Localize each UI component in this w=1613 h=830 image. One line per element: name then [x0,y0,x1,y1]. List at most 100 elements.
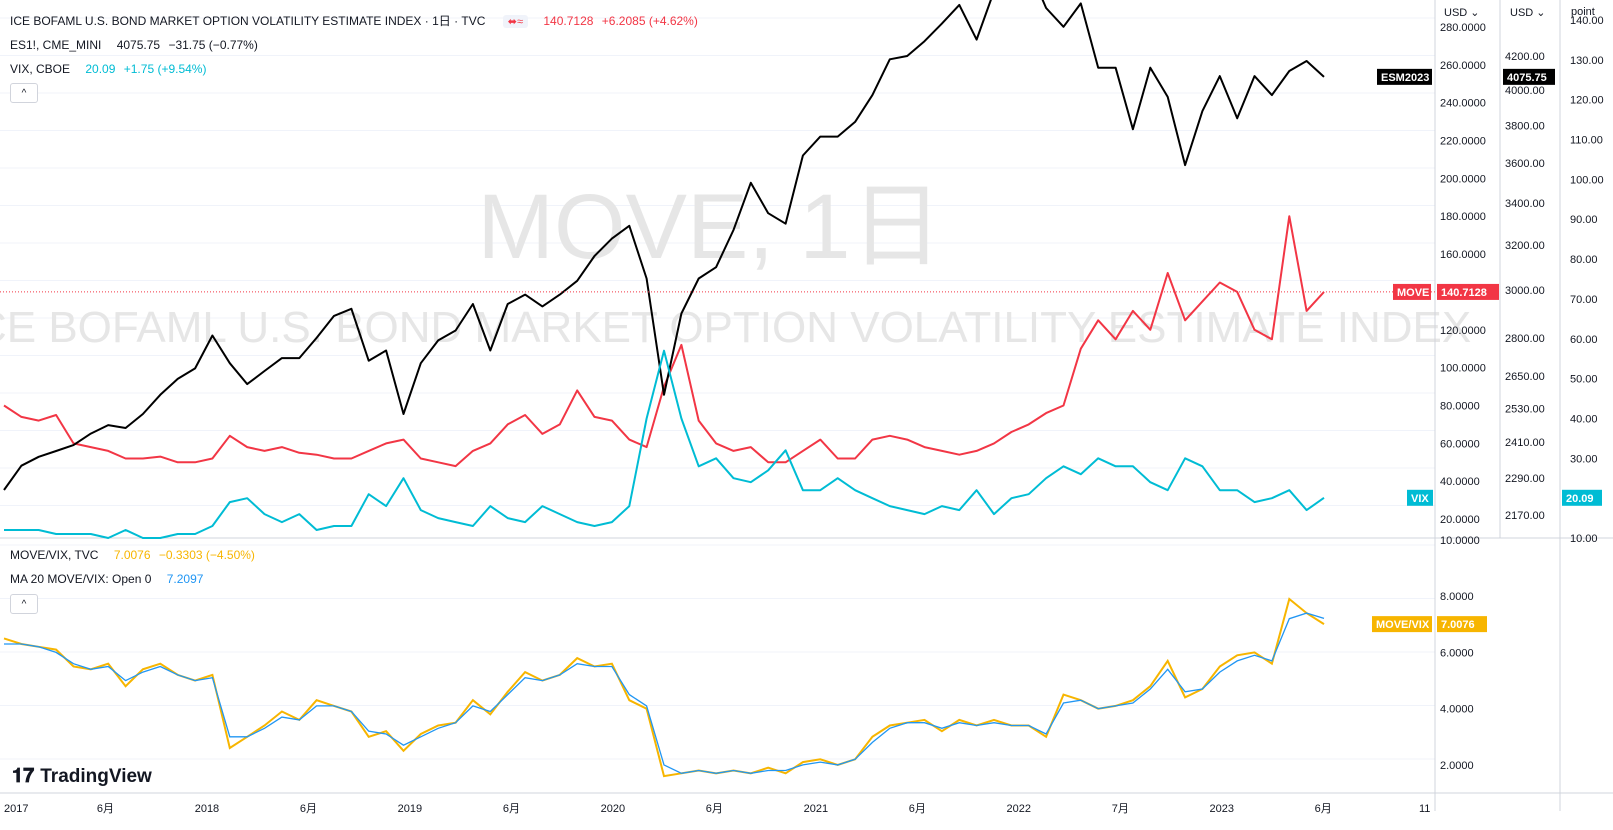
ratio-label: MOVE/VIX, TVC [10,548,99,562]
series-line-movevix [3,597,1325,778]
series-line-es1 [3,0,1325,491]
vix-change: +1.75 (+9.54%) [123,62,207,76]
ratio-price-label: 7.0076 [1441,619,1475,631]
point-tick: 120.00 [1570,95,1604,107]
series-line-ma20movevix [4,612,1325,774]
currency-mid-label: USD [1510,7,1534,19]
tradingview-mark-icon: 𝟏𝟕 [12,765,35,787]
usd-left-tick: 100.0000 [1440,363,1486,375]
tradingview-logo[interactable]: 𝟏𝟕 TradingView [12,765,152,788]
currency-mid-selector[interactable]: USD ⌄ [1510,6,1546,19]
point-tick: 100.00 [1570,174,1604,186]
ratio-tick: 8.0000 [1440,591,1474,603]
point-tick: 10.00 [1570,533,1598,545]
point-label: point [1571,6,1595,18]
move-price-label-bg [1437,283,1499,300]
ratio-tick: 10.0000 [1440,535,1480,547]
usd-left-tick: 180.0000 [1440,211,1486,223]
usd-left-tick: 40.0000 [1440,476,1480,488]
chevron-up-icon: ^ [21,598,27,610]
time-tick: 6月 [1315,803,1332,815]
chevron-down-icon: ⌄ [1470,7,1480,19]
ratio-legend: MOVE/VIX, TVC 7.0076 −0.3303 (−4.50%) [10,548,255,562]
ma-value: 7.2097 [166,572,204,586]
usd-mid-tick: 2800.00 [1505,333,1545,345]
usd-left-tick: 60.0000 [1440,438,1480,450]
ma-label: MA 20 MOVE/VIX: Open 0 [10,572,152,586]
ratio-tick: 4.0000 [1440,704,1474,716]
watermark-symbol: MOVE, 1日 [477,176,942,278]
ratio-symbol-label: MOVE/VIX [1376,619,1430,631]
usd-left-tick: 80.0000 [1440,401,1480,413]
es-label: ES1!, CME_MINI [10,38,102,52]
es-value: 4075.75 [116,38,161,52]
usd-left-tick: 280.0000 [1440,22,1486,34]
main-legend-title: ICE BOFAML U.S. BOND MARKET OPTION VOLAT… [10,12,698,29]
es-price-label: 4075.75 [1507,72,1547,84]
vix-value: 20.09 [85,62,116,76]
move-symbol-label: MOVE [1397,287,1429,299]
point-tick: 60.00 [1570,334,1598,346]
time-tick: 2023 [1210,803,1234,815]
time-tick: 2017 [4,803,28,815]
usd-mid-tick: 3800.00 [1505,121,1545,133]
collapse-legend-button[interactable]: ^ [10,83,38,103]
point-tick: 50.00 [1570,374,1598,386]
move-value: 140.7128 [543,14,594,28]
vix-legend: VIX, CBOE 20.09 +1.75 (+9.54%) [10,62,206,76]
time-tick: 6月 [909,803,926,815]
point-tick: 80.00 [1570,254,1598,266]
series-toggle-icon[interactable]: ⬌≈ [502,15,529,28]
currency-left-selector[interactable]: USD ⌄ [1444,6,1480,19]
ratio-tick: 6.0000 [1440,647,1474,659]
time-tick: 7月 [1112,803,1129,815]
usd-left-tick: 240.0000 [1440,98,1486,110]
usd-mid-tick: 3200.00 [1505,240,1545,252]
time-tick: 6月 [503,803,520,815]
ratio-price-label-bg [1437,616,1487,633]
time-tick: 6月 [300,803,317,815]
series-line-vix [4,349,1325,539]
usd-mid-tick: 2290.00 [1505,473,1545,485]
vix-symbol-label-bg [1407,489,1433,506]
collapse-ratio-legend-button[interactable]: ^ [10,594,38,614]
vix-price-label-bg [1562,489,1602,506]
usd-mid-tick: 4000.00 [1505,85,1545,97]
move-symbol-label-bg [1393,283,1431,300]
usd-mid-tick: 2170.00 [1505,510,1545,522]
usd-mid-tick: 3600.00 [1505,158,1545,170]
vix-symbol-label: VIX [1411,493,1429,505]
time-tick: 2021 [804,803,828,815]
usd-left-tick: 220.0000 [1440,136,1486,148]
usd-mid-tick: 4200.00 [1505,51,1545,63]
vix-price-label: 20.09 [1566,493,1594,505]
ratio-symbol-label-bg [1372,616,1432,633]
usd-mid-tick: 3000.00 [1505,285,1545,297]
time-tick: 2022 [1007,803,1031,815]
usd-left-tick: 160.0000 [1440,249,1486,261]
usd-mid-tick: 2530.00 [1505,403,1545,415]
point-tick: 110.00 [1570,135,1603,147]
ma-legend: MA 20 MOVE/VIX: Open 0 7.2097 [10,572,203,586]
point-tick: 40.00 [1570,413,1598,425]
usd-mid-tick: 2650.00 [1505,371,1545,383]
currency-left-label: USD [1444,7,1468,19]
time-tick: 11 [1419,803,1430,815]
chevron-up-icon: ^ [21,87,27,99]
time-tick: 6月 [706,803,723,815]
watermark-description: ICE BOFAML U.S. BOND MARKET OPTION VOLAT… [0,303,1471,352]
ratio-change: −0.3303 (−4.50%) [158,548,255,562]
ratio-tick: 2.0000 [1440,760,1474,772]
es-change: −31.75 (−0.77%) [168,38,258,52]
usd-left-tick: 260.0000 [1440,60,1486,72]
main-title: ICE BOFAML U.S. BOND MARKET OPTION VOLAT… [10,14,486,28]
point-tick: 70.00 [1570,294,1598,306]
point-tick: 140.00 [1570,15,1604,27]
vix-label: VIX, CBOE [10,62,71,76]
time-tick: 2019 [398,803,422,815]
usd-left-tick: 200.0000 [1440,173,1486,185]
es-price-label-bg [1503,68,1555,85]
series-line-move [3,215,1325,468]
es-legend: ES1!, CME_MINI 4075.75 −31.75 (−0.77%) [10,38,258,52]
